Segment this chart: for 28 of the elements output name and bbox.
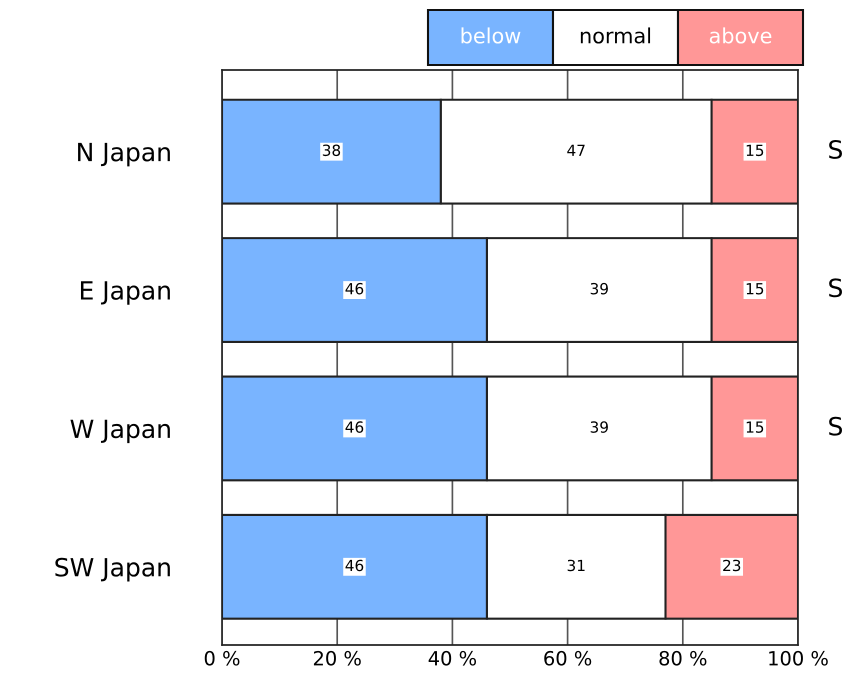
text: below [462, 27, 520, 44]
x-tick-label: 40 % [428, 650, 476, 666]
y-tick-label: SW Japan [55, 558, 170, 582]
y-tick-label: W Japan [70, 420, 170, 444]
data-label: 46 [346, 560, 364, 572]
text: S [829, 278, 842, 298]
data-label: 46 [346, 282, 364, 294]
x-tick-label: 80 % [659, 650, 706, 666]
data-label: 47 [567, 144, 585, 156]
x-tick-label: 0 % [204, 650, 240, 666]
data-label: 15 [746, 422, 764, 433]
x-tick-label: 60 % [544, 650, 592, 666]
text: S [829, 416, 842, 436]
x-tick-label: 20 % [314, 650, 361, 666]
data-label: 23 [723, 560, 740, 572]
data-label: 31 [568, 560, 585, 572]
data-label: 38 [322, 144, 340, 156]
data-label: 39 [590, 282, 608, 294]
text: S [829, 140, 842, 159]
text: normal [580, 27, 650, 44]
y-tick-label: N Japan [78, 142, 170, 166]
data-label: 15 [746, 283, 764, 294]
data-label: 46 [346, 421, 364, 433]
y-tick-label: E Japan [80, 281, 170, 305]
data-label: 15 [746, 144, 764, 156]
x-tick-label: 100 % [769, 650, 828, 666]
text: above [710, 27, 772, 44]
data-label: 39 [590, 421, 608, 433]
